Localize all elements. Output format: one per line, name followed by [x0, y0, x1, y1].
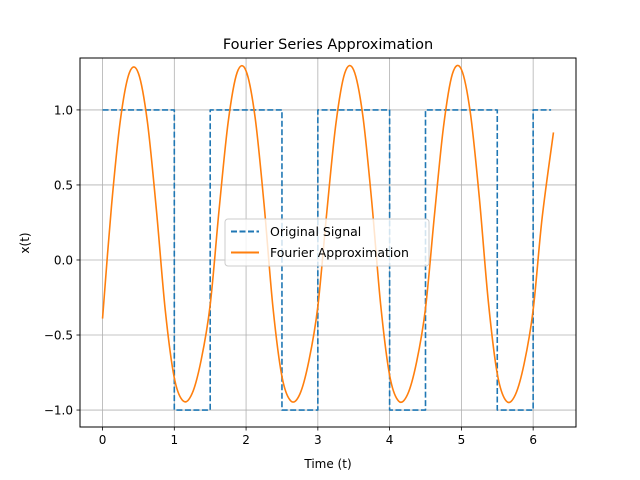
- y-tick-label: −1.0: [44, 404, 73, 418]
- x-tick-label: 5: [458, 433, 466, 447]
- chart-title: Fourier Series Approximation: [223, 37, 433, 53]
- x-tick-label: 6: [529, 433, 537, 447]
- plot-frame: [79, 57, 577, 428]
- y-tick-label: 0.5: [54, 178, 73, 192]
- legend-label-original-signal: Original Signal: [270, 224, 361, 239]
- legend: Original Signal Fourier Approximation: [224, 218, 430, 267]
- plot-series: [101, 64, 555, 411]
- x-tick-label: 3: [314, 433, 322, 447]
- x-axis-title: Time (t): [303, 457, 351, 471]
- axis-ticks: 0 1 2 3 4 5 6 −1.0 −0.5 0.0 0.5 1.0: [44, 103, 537, 447]
- legend-label-fourier-approximation: Fourier Approximation: [270, 245, 409, 260]
- x-tick-label: 0: [99, 433, 107, 447]
- x-tick-label: 4: [386, 433, 394, 447]
- x-tick-label: 1: [170, 433, 178, 447]
- x-tick-label: 2: [242, 433, 250, 447]
- series-line-original-signal: [102, 109, 552, 411]
- y-tick-label: 1.0: [54, 103, 73, 117]
- series-line-fourier-approximation: [101, 64, 555, 404]
- y-tick-label: −0.5: [44, 329, 73, 343]
- y-axis-title: x(t): [18, 232, 32, 253]
- legend-box: [224, 218, 430, 267]
- y-tick-label: 0.0: [54, 253, 73, 267]
